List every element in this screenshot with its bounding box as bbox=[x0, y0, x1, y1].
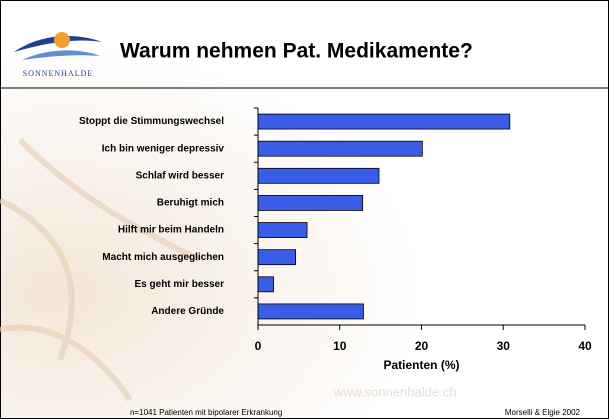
y-tick-label: Stoppt die Stimmungswechsel bbox=[79, 116, 224, 127]
x-tick-label: 30 bbox=[497, 339, 511, 353]
x-axis-label: Patienten (%) bbox=[383, 358, 459, 372]
source: Morselli & Elgie 2002 bbox=[505, 408, 581, 417]
y-tick-label: Beruhigt mich bbox=[157, 198, 224, 209]
y-tick-label: Andere Gründe bbox=[151, 306, 224, 317]
y-tick-label: Es geht mir besser bbox=[135, 279, 225, 290]
y-tick-label: Macht mich ausgeglichen bbox=[102, 252, 224, 263]
bar bbox=[257, 167, 380, 184]
bar bbox=[257, 195, 364, 211]
bar bbox=[257, 303, 364, 320]
x-tick-label: 0 bbox=[255, 339, 262, 353]
bar bbox=[257, 249, 297, 266]
y-tick-label: Schlaf wird besser bbox=[136, 170, 224, 181]
x-tick-label: 40 bbox=[578, 339, 592, 353]
bar bbox=[257, 113, 511, 130]
chart-title: Warum nehmen Pat. Medikamente? bbox=[120, 40, 473, 63]
y-tick-label: Hilft mir beim Handeln bbox=[118, 225, 224, 236]
bar bbox=[257, 276, 274, 293]
logo-text: SONNENHALDE bbox=[23, 69, 94, 78]
footnote: n=1041 Patienten mit bipolarer Erkrankun… bbox=[130, 408, 282, 417]
background-lines bbox=[0, 137, 202, 402]
bar bbox=[257, 222, 308, 238]
x-tick-label: 20 bbox=[415, 339, 429, 353]
x-tick-label: 10 bbox=[333, 339, 347, 353]
bar bbox=[257, 140, 423, 157]
watermark: www.sonnenhalde.ch bbox=[333, 384, 457, 399]
logo-mark bbox=[14, 32, 102, 60]
y-tick-label: Ich bin weniger depressiv bbox=[102, 143, 225, 154]
